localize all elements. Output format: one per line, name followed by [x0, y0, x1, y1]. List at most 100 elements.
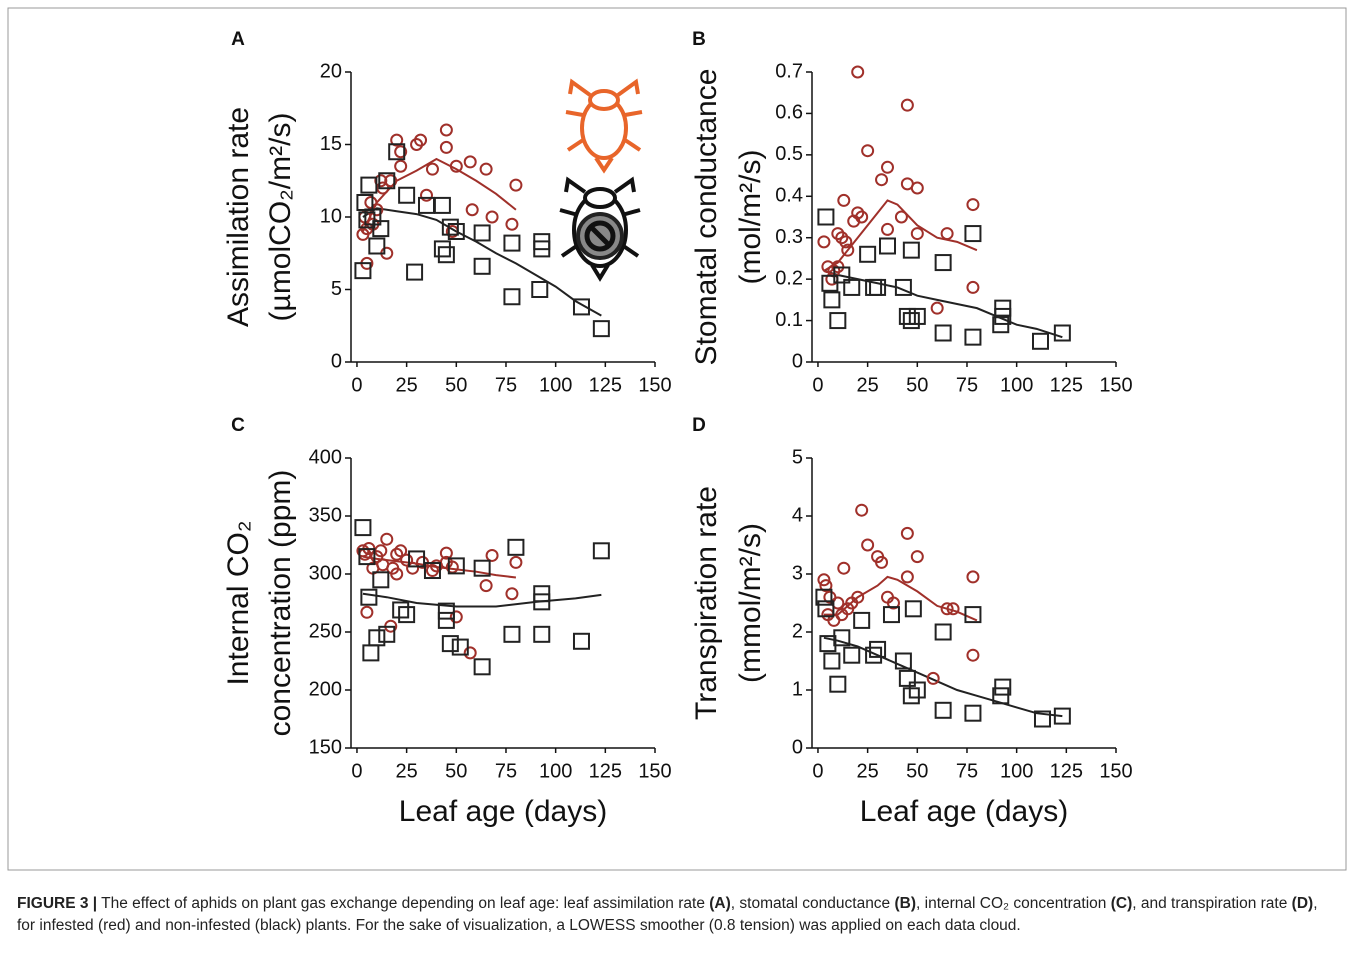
point — [406, 263, 424, 281]
x-tick-label: 0 — [351, 374, 362, 396]
y-tick-label: 200 — [309, 678, 342, 700]
point — [465, 203, 479, 217]
x-tick-label: 150 — [1099, 760, 1132, 782]
y-tick-label: 10 — [320, 205, 342, 227]
y-tick-label: 0.7 — [775, 60, 803, 82]
point — [408, 550, 426, 568]
y-axis-title: (µmolCO₂/m²/s) — [264, 113, 297, 322]
point — [964, 225, 982, 243]
point — [390, 133, 404, 147]
point — [869, 278, 887, 296]
x-tick-label: 25 — [857, 374, 879, 396]
point — [817, 235, 831, 249]
point — [433, 196, 451, 214]
y-axis-title: Internal CO₂ — [222, 520, 255, 685]
x-tick-label: 100 — [539, 374, 572, 396]
x-tick-label: 0 — [812, 760, 823, 782]
point — [902, 312, 920, 330]
point — [900, 98, 914, 112]
point — [855, 503, 869, 517]
y-tick-label: 0 — [792, 736, 803, 758]
point — [964, 704, 982, 722]
point — [439, 546, 453, 560]
point — [463, 646, 477, 660]
point — [964, 328, 982, 346]
point — [934, 701, 952, 719]
point — [886, 596, 900, 610]
point — [437, 611, 455, 629]
point — [378, 172, 396, 190]
point — [441, 218, 459, 236]
point — [439, 140, 453, 154]
x-tick-label: 125 — [1050, 760, 1083, 782]
x-tick-label: 150 — [638, 760, 671, 782]
point — [829, 312, 847, 330]
point — [368, 629, 386, 647]
caption-text: , for infested (red) and non-infested (b… — [17, 895, 1318, 934]
point — [817, 208, 835, 226]
x-tick-label: 125 — [589, 374, 622, 396]
point — [531, 281, 549, 298]
x-axis-title: Leaf age (days) — [860, 795, 1068, 828]
y-axis-title: (mol/m²/s) — [734, 150, 767, 285]
point — [503, 234, 521, 252]
y-tick-label: 5 — [792, 446, 803, 468]
y-tick-label: 20 — [320, 60, 342, 82]
point — [841, 243, 855, 257]
point — [360, 176, 378, 194]
point — [533, 593, 551, 611]
point — [966, 570, 980, 584]
panel-label: D — [692, 415, 706, 436]
point — [898, 669, 916, 687]
point — [900, 570, 914, 584]
point — [368, 237, 386, 255]
x-tick-label: 125 — [589, 760, 622, 782]
panel-label: B — [692, 29, 706, 50]
point — [360, 605, 374, 619]
point — [479, 162, 493, 176]
point — [817, 573, 831, 587]
panel-label: C — [231, 415, 245, 436]
point — [833, 266, 851, 284]
point — [503, 288, 521, 306]
x-tick-label: 50 — [445, 760, 467, 782]
point — [509, 178, 523, 192]
y-tick-label: 0.5 — [775, 143, 803, 165]
point — [881, 160, 895, 174]
caption-text: , stomatal conductance — [730, 895, 895, 912]
point — [503, 625, 521, 643]
point — [507, 538, 525, 556]
point — [843, 646, 861, 664]
point — [861, 538, 875, 552]
point — [1053, 324, 1071, 342]
point — [994, 678, 1012, 696]
point — [449, 610, 463, 624]
point — [819, 635, 837, 653]
point — [940, 602, 954, 616]
y-tick-label: 0.6 — [775, 102, 803, 124]
point — [354, 262, 372, 280]
y-tick-label: 0.3 — [775, 226, 803, 248]
point — [904, 600, 922, 618]
point — [572, 298, 590, 316]
point — [473, 559, 491, 577]
point — [817, 600, 835, 618]
y-tick-label: 0 — [331, 350, 342, 372]
y-tick-label: 4 — [792, 504, 803, 526]
y-axis-title: Assimilation rate — [222, 107, 255, 327]
caption-text: , internal CO₂ concentration — [916, 895, 1111, 912]
point — [390, 547, 404, 561]
point — [908, 681, 926, 699]
point — [994, 307, 1012, 325]
x-tick-label: 125 — [1050, 374, 1083, 396]
x-tick-label: 150 — [638, 374, 671, 396]
caption-label: FIGURE 3 | — [17, 895, 98, 912]
x-tick-label: 100 — [539, 760, 572, 782]
point — [485, 210, 499, 224]
smoother-line — [362, 157, 517, 232]
point — [966, 198, 980, 212]
smoother-line — [362, 592, 602, 608]
point — [882, 606, 900, 624]
point — [946, 602, 960, 616]
y-tick-label: 1 — [792, 678, 803, 700]
